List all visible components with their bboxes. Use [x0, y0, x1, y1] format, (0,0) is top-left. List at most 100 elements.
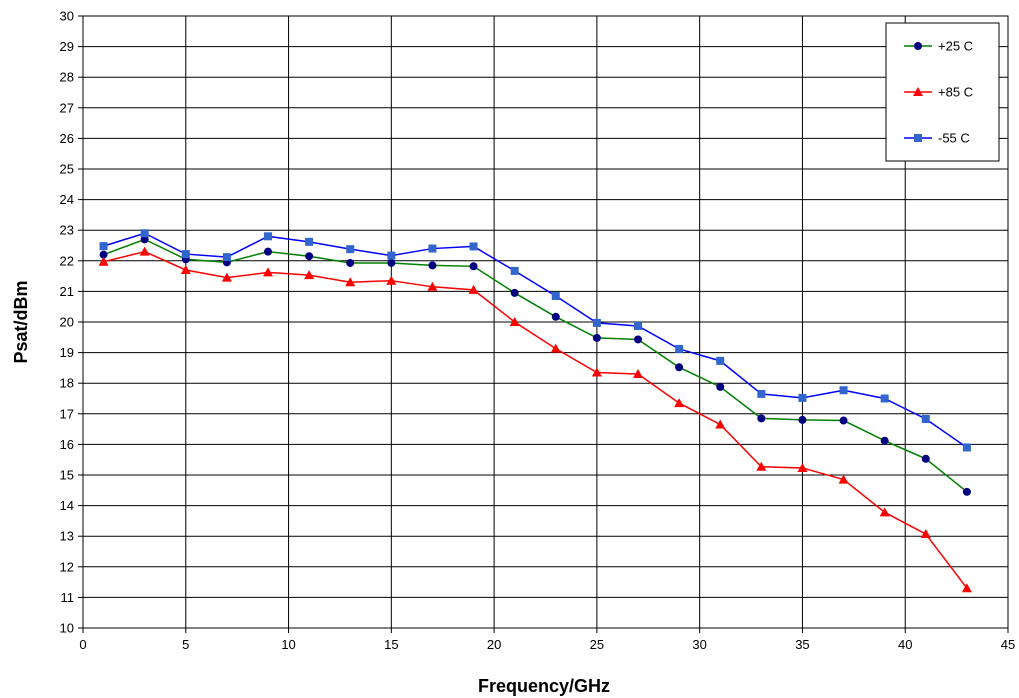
x-tick-label: 0 — [79, 637, 86, 652]
data-point — [510, 266, 519, 275]
data-point — [180, 264, 191, 274]
legend-swatch-marker — [913, 87, 923, 96]
x-axis-ticks: 0 5 10 15 20 25 30 35 40 45 — [79, 628, 1015, 652]
data-point — [757, 414, 766, 423]
y-tick-label: 16 — [60, 437, 74, 452]
data-point — [469, 242, 478, 251]
data-point — [716, 356, 725, 365]
legend-item: +25 C — [904, 39, 973, 54]
data-point — [510, 288, 519, 297]
data-point — [634, 335, 642, 344]
y-tick-label: 10 — [60, 621, 74, 636]
grid — [82, 15, 1009, 629]
y-tick-label: 24 — [60, 192, 74, 207]
y-tick-label: 21 — [60, 284, 74, 299]
y-tick-label: 19 — [60, 345, 74, 360]
x-tick-label: 35 — [795, 637, 809, 652]
legend-swatch-marker — [914, 134, 922, 142]
y-axis-title: Psat/dBm — [11, 280, 31, 363]
y-tick-label: 15 — [60, 468, 74, 483]
data-point — [920, 529, 931, 539]
data-point — [140, 235, 149, 244]
data-point — [221, 272, 232, 282]
series-2 — [98, 246, 972, 593]
y-tick-label: 28 — [60, 70, 74, 85]
y-tick-label: 30 — [60, 9, 74, 24]
data-point — [839, 416, 848, 425]
data-point — [305, 237, 314, 246]
legend-label: +85 C — [938, 85, 973, 100]
data-point — [675, 363, 684, 372]
data-point — [838, 474, 849, 484]
series-line — [103, 250, 968, 589]
data-point — [757, 389, 766, 398]
data-point — [346, 258, 355, 267]
y-tick-label: 13 — [60, 529, 74, 544]
data-point — [264, 247, 272, 256]
y-tick-label: 18 — [60, 376, 74, 391]
data-point — [674, 398, 685, 408]
data-point — [592, 318, 601, 327]
data-point — [715, 419, 726, 429]
data-point — [550, 343, 561, 353]
y-tick-label: 23 — [60, 223, 74, 238]
legend-label: +25 C — [938, 39, 973, 54]
data-point — [469, 262, 478, 271]
data-point — [591, 367, 602, 377]
data-point — [428, 261, 437, 270]
y-tick-label: 29 — [60, 39, 74, 54]
y-tick-label: 22 — [60, 253, 74, 268]
data-point — [797, 462, 808, 472]
data-point — [346, 245, 355, 254]
x-tick-label: 30 — [692, 637, 706, 652]
data-point — [345, 277, 356, 287]
data-point — [428, 244, 437, 253]
data-point — [962, 487, 971, 496]
data-point — [551, 312, 560, 321]
y-tick-label: 25 — [60, 162, 74, 177]
x-tick-label: 15 — [384, 637, 398, 652]
data-point — [592, 333, 601, 342]
series-line — [103, 238, 968, 493]
legend: +25 C +85 C -55 C — [885, 22, 1000, 162]
legend-item: +85 C — [904, 85, 973, 100]
legend-item: -55 C — [904, 131, 970, 146]
data-point — [387, 258, 396, 267]
y-tick-label: 20 — [60, 315, 74, 330]
x-axis-title: Frequency/GHz — [478, 676, 610, 696]
x-tick-label: 40 — [898, 637, 912, 652]
data-point — [386, 275, 397, 285]
data-point — [921, 415, 930, 424]
data-point — [387, 251, 396, 260]
data-point — [675, 344, 684, 353]
x-tick-label: 20 — [487, 637, 501, 652]
data-point — [634, 321, 642, 330]
data-point — [961, 583, 972, 593]
y-tick-label: 27 — [60, 100, 74, 115]
y-axis-ticks: 10 11 12 13 14 15 16 17 18 19 20 21 22 23 24 25 26 27 28 29… — [60, 9, 83, 636]
y-tick-label: 17 — [60, 406, 74, 421]
data-point — [839, 386, 848, 395]
y-tick-label: 12 — [60, 559, 74, 574]
y-tick-label: 14 — [60, 498, 74, 513]
data-point — [264, 232, 272, 241]
y-tick-label: 11 — [61, 590, 75, 605]
x-tick-label: 5 — [182, 637, 189, 652]
series-3 — [99, 229, 971, 452]
x-tick-label: 10 — [281, 637, 295, 652]
data-point — [716, 382, 725, 391]
data-point — [263, 267, 273, 277]
data-point — [139, 246, 150, 256]
data-point — [98, 256, 109, 266]
data-point — [551, 291, 560, 300]
data-point — [222, 253, 231, 262]
data-point — [305, 252, 314, 261]
data-point — [99, 242, 108, 251]
data-point — [509, 317, 520, 326]
data-point — [181, 250, 190, 259]
data-point — [921, 454, 930, 463]
y-tick-label: 26 — [60, 131, 74, 146]
data-point — [468, 284, 479, 294]
data-point — [962, 443, 971, 452]
